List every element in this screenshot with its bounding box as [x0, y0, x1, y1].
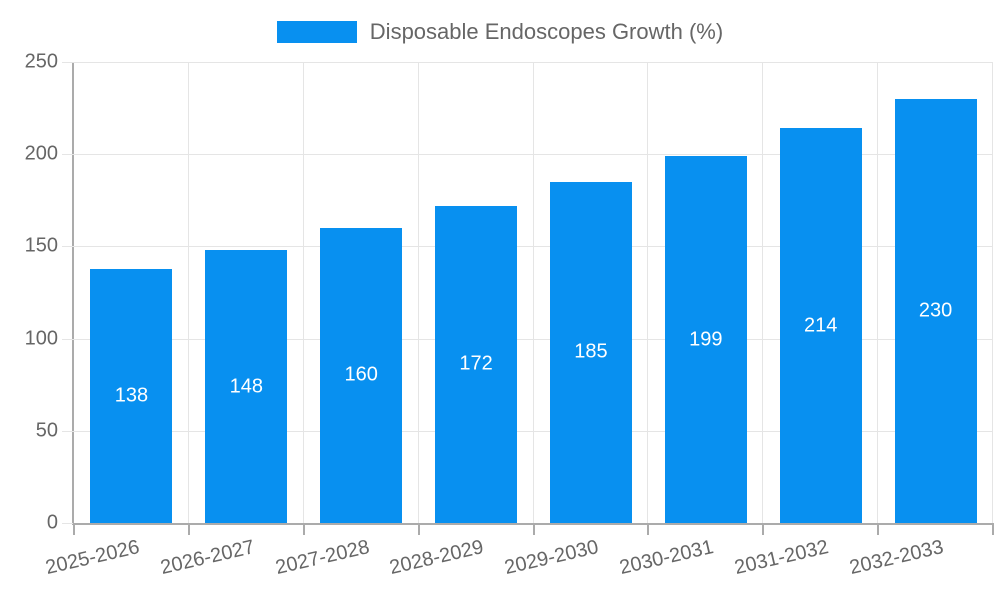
x-tick-mark	[762, 523, 765, 535]
y-tick-label: 0	[46, 511, 58, 534]
bar-value-label: 148	[229, 375, 263, 398]
y-tick-mark	[62, 246, 74, 248]
v-gridline	[417, 62, 419, 523]
y-tick-mark	[62, 430, 74, 432]
y-tick-mark	[62, 154, 74, 156]
y-tick-mark	[62, 62, 74, 63]
v-gridline	[302, 62, 304, 523]
y-tick-label: 50	[35, 419, 58, 442]
bar-value-label: 185	[574, 340, 608, 363]
x-tick-label: 2029-2030	[502, 536, 601, 579]
x-tick-mark	[992, 523, 994, 535]
x-tick-label: 2027-2028	[272, 536, 372, 579]
x-tick-label: 2031-2032	[732, 536, 831, 579]
x-tick-label: 2025-2026	[43, 536, 142, 579]
x-tick-label: 2026-2027	[158, 536, 257, 579]
h-gridline	[74, 430, 993, 432]
bar[interactable]: 138	[90, 268, 173, 523]
y-tick-label: 100	[24, 327, 58, 350]
bar-value-label: 230	[918, 299, 953, 322]
x-tick-mark	[417, 523, 420, 535]
bar-value-label: 172	[459, 352, 493, 375]
v-gridline	[992, 62, 993, 523]
y-tick-label: 150	[24, 234, 58, 257]
x-tick-label: 2028-2029	[387, 536, 487, 579]
plot-area: 138 148 160 172 185 199 214 230	[72, 62, 993, 525]
bar-value-label: 138	[114, 384, 149, 407]
v-gridline	[532, 62, 534, 523]
x-tick-mark	[187, 523, 190, 535]
x-tick-label: 2030-2031	[617, 536, 716, 579]
x-tick-mark	[647, 523, 650, 535]
bar-value-label: 160	[344, 363, 378, 386]
h-gridline	[74, 154, 993, 156]
bar[interactable]: 230	[894, 98, 977, 523]
h-gridline	[74, 246, 993, 248]
bar[interactable]: 199	[664, 156, 747, 523]
x-tick-mark	[532, 523, 535, 535]
v-gridline	[647, 62, 649, 523]
h-gridline	[74, 338, 993, 340]
v-gridline	[877, 62, 879, 523]
bar-value-label: 214	[804, 314, 838, 337]
bar[interactable]: 185	[549, 181, 632, 523]
x-tick-mark	[877, 523, 880, 535]
x-tick-mark	[302, 523, 305, 535]
legend-swatch-icon	[276, 21, 357, 43]
y-tick-label: 200	[24, 142, 58, 165]
bar[interactable]: 214	[779, 128, 862, 523]
x-tick-mark	[73, 523, 75, 535]
v-gridline	[187, 62, 189, 523]
legend[interactable]: Disposable Endoscopes Growth (%)	[0, 19, 1000, 45]
legend-label: Disposable Endoscopes Growth (%)	[369, 19, 724, 44]
bar[interactable]: 148	[205, 250, 288, 523]
h-gridline	[74, 62, 993, 63]
y-tick-mark	[62, 523, 74, 524]
x-tick-label: 2032-2033	[847, 536, 946, 579]
bar[interactable]: 172	[435, 205, 518, 523]
bar-value-label: 199	[689, 328, 723, 351]
bar[interactable]: 160	[320, 227, 403, 523]
y-tick-mark	[62, 338, 74, 340]
v-gridline	[762, 62, 764, 523]
y-tick-label: 250	[24, 50, 58, 73]
